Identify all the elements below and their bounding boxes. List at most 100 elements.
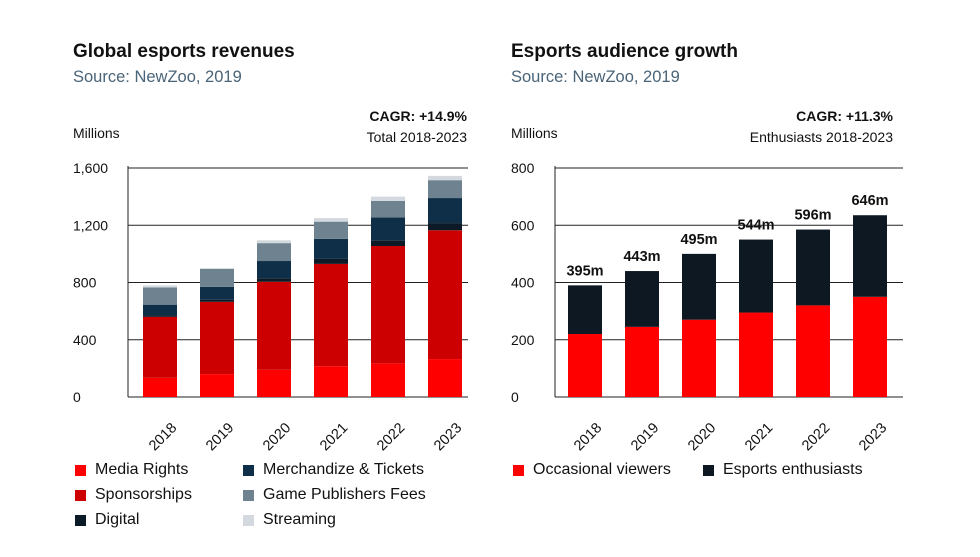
audience-legend-item: Esports enthusiasts <box>703 461 863 479</box>
revenue-legend-label: Sponsorships <box>95 486 192 503</box>
revenue-bar-media-rights <box>428 359 462 397</box>
revenue-bar-digital <box>314 258 348 264</box>
revenue-bar-digital <box>371 240 405 247</box>
audience-x-tick-label: 2018 <box>571 420 605 454</box>
revenue-y-tick-label: 400 <box>73 332 97 348</box>
audience-bar-total-label: 596m <box>794 208 831 224</box>
revenue-legend-label: Merchandize & Tickets <box>263 461 424 478</box>
audience-bar-occasional-viewers <box>739 312 773 397</box>
revenue-bar-merchandize-tickets <box>143 304 177 316</box>
revenue-legend-swatch <box>243 489 254 501</box>
revenue-legend-swatch <box>243 514 254 526</box>
audience-y-tick-label: 800 <box>511 160 535 176</box>
revenue-bar-streaming <box>314 218 348 222</box>
revenue-bar-digital <box>143 315 177 317</box>
audience-bar-total-label: 646m <box>851 193 888 209</box>
revenue-bar-sponsorships <box>257 281 291 370</box>
audience-legend-swatch <box>703 464 714 476</box>
revenue-legend-swatch <box>243 464 254 476</box>
revenue-bar-media-rights <box>143 377 177 397</box>
revenue-bar-streaming <box>200 268 234 269</box>
revenue-bar-merchandize-tickets <box>200 286 234 300</box>
revenue-bar-streaming <box>428 175 462 181</box>
audience-chart-title: Esports audience growth <box>511 41 738 62</box>
revenue-legend-swatch <box>75 464 86 476</box>
audience-cagr-period: Enthusiasts 2018-2023 <box>749 129 893 145</box>
revenue-bar-sponsorships <box>371 246 405 364</box>
revenue-bar-streaming <box>143 285 177 288</box>
audience-bar-esports-enthusiasts <box>739 239 773 313</box>
audience-bar-occasional-viewers <box>568 334 602 397</box>
audience-legend-swatch <box>513 464 524 476</box>
revenue-y-tick-label: 1,200 <box>73 217 108 233</box>
revenue-x-tick-label: 2020 <box>260 420 294 454</box>
audience-bar-occasional-viewers <box>682 319 716 397</box>
audience-bar-occasional-viewers <box>796 305 830 397</box>
audience-bar-esports-enthusiasts <box>568 285 602 335</box>
revenue-bar-merchandize-tickets <box>428 198 462 224</box>
revenue-bar-merchandize-tickets <box>314 238 348 259</box>
revenue-x-tick-label: 2022 <box>374 420 408 454</box>
audience-bar-esports-enthusiasts <box>853 215 887 297</box>
audience-bar-esports-enthusiasts <box>625 271 659 327</box>
revenue-legend-swatch <box>75 489 86 501</box>
audience-bar-total-label: 395m <box>566 263 603 279</box>
revenue-chart-title: Global esports revenues <box>73 41 295 62</box>
audience-x-tick-label: 2023 <box>856 420 890 454</box>
audience-y-tick-label: 400 <box>511 275 535 291</box>
revenue-y-tick-label: 1,600 <box>73 160 108 176</box>
revenue-bar-sponsorships <box>428 230 462 360</box>
revenue-legend-item: Merchandize & Tickets <box>243 461 424 479</box>
audience-bar-esports-enthusiasts <box>796 229 830 306</box>
revenue-legend-item: Digital <box>75 511 139 529</box>
revenue-y-tick-label: 800 <box>73 275 97 291</box>
revenue-bar-game-publishers-fees <box>200 268 234 287</box>
revenue-x-tick-label: 2018 <box>146 420 180 454</box>
revenue-bar-digital <box>428 223 462 231</box>
audience-chart-source: Source: NewZoo, 2019 <box>511 68 680 86</box>
audience-x-tick-label: 2020 <box>685 420 719 454</box>
revenue-bar-media-rights <box>200 374 234 397</box>
revenue-legend-label: Game Publishers Fees <box>263 486 426 503</box>
revenue-bar-game-publishers-fees <box>314 221 348 239</box>
audience-x-tick-label: 2021 <box>742 420 776 454</box>
audience-y-tick-label: 0 <box>511 389 519 405</box>
revenue-cagr-annotation: CAGR: +14.9% Total 2018-2023 <box>367 106 467 148</box>
revenue-legend-item: Game Publishers Fees <box>243 486 426 504</box>
revenue-bar-game-publishers-fees <box>143 287 177 305</box>
audience-bar-total-label: 443m <box>623 249 660 265</box>
revenue-legend-label: Digital <box>95 511 140 528</box>
revenue-legend-item: Media Rights <box>75 461 188 479</box>
revenue-bar-merchandize-tickets <box>371 217 405 241</box>
audience-bar-esports-enthusiasts <box>682 253 716 320</box>
revenue-bar-sponsorships <box>200 301 234 375</box>
audience-y-tick-label: 200 <box>511 332 535 348</box>
audience-y-axis-unit: Millions <box>511 125 558 141</box>
revenue-bar-game-publishers-fees <box>371 200 405 218</box>
revenue-bar-game-publishers-fees <box>257 243 291 262</box>
revenue-bar-digital <box>200 299 234 302</box>
revenue-cagr-value: CAGR: +14.9% <box>369 108 467 124</box>
revenue-legend-label: Streaming <box>263 511 336 528</box>
audience-bar-total-label: 544m <box>737 218 774 234</box>
revenue-cagr-period: Total 2018-2023 <box>366 129 467 145</box>
revenue-bar-media-rights <box>257 369 291 397</box>
revenue-y-axis-unit: Millions <box>73 125 120 141</box>
revenue-legend-label: Media Rights <box>95 461 189 478</box>
revenue-bar-sponsorships <box>143 316 177 378</box>
audience-legend-item: Occasional viewers <box>513 461 671 479</box>
revenue-legend-swatch <box>75 514 86 526</box>
revenue-bar-sponsorships <box>314 263 348 367</box>
revenue-legend-item: Streaming <box>243 511 336 529</box>
revenue-x-tick-label: 2023 <box>431 420 465 454</box>
revenue-bar-media-rights <box>371 363 405 397</box>
revenue-bar-game-publishers-fees <box>428 180 462 199</box>
audience-bar-occasional-viewers <box>625 326 659 397</box>
revenue-bar-digital <box>257 278 291 282</box>
audience-y-tick-label: 600 <box>511 217 535 233</box>
revenue-legend-item: Sponsorships <box>75 486 192 504</box>
audience-cagr-annotation: CAGR: +11.3% Enthusiasts 2018-2023 <box>750 106 893 148</box>
revenue-chart-source: Source: NewZoo, 2019 <box>73 68 242 86</box>
audience-x-tick-label: 2019 <box>628 420 662 454</box>
